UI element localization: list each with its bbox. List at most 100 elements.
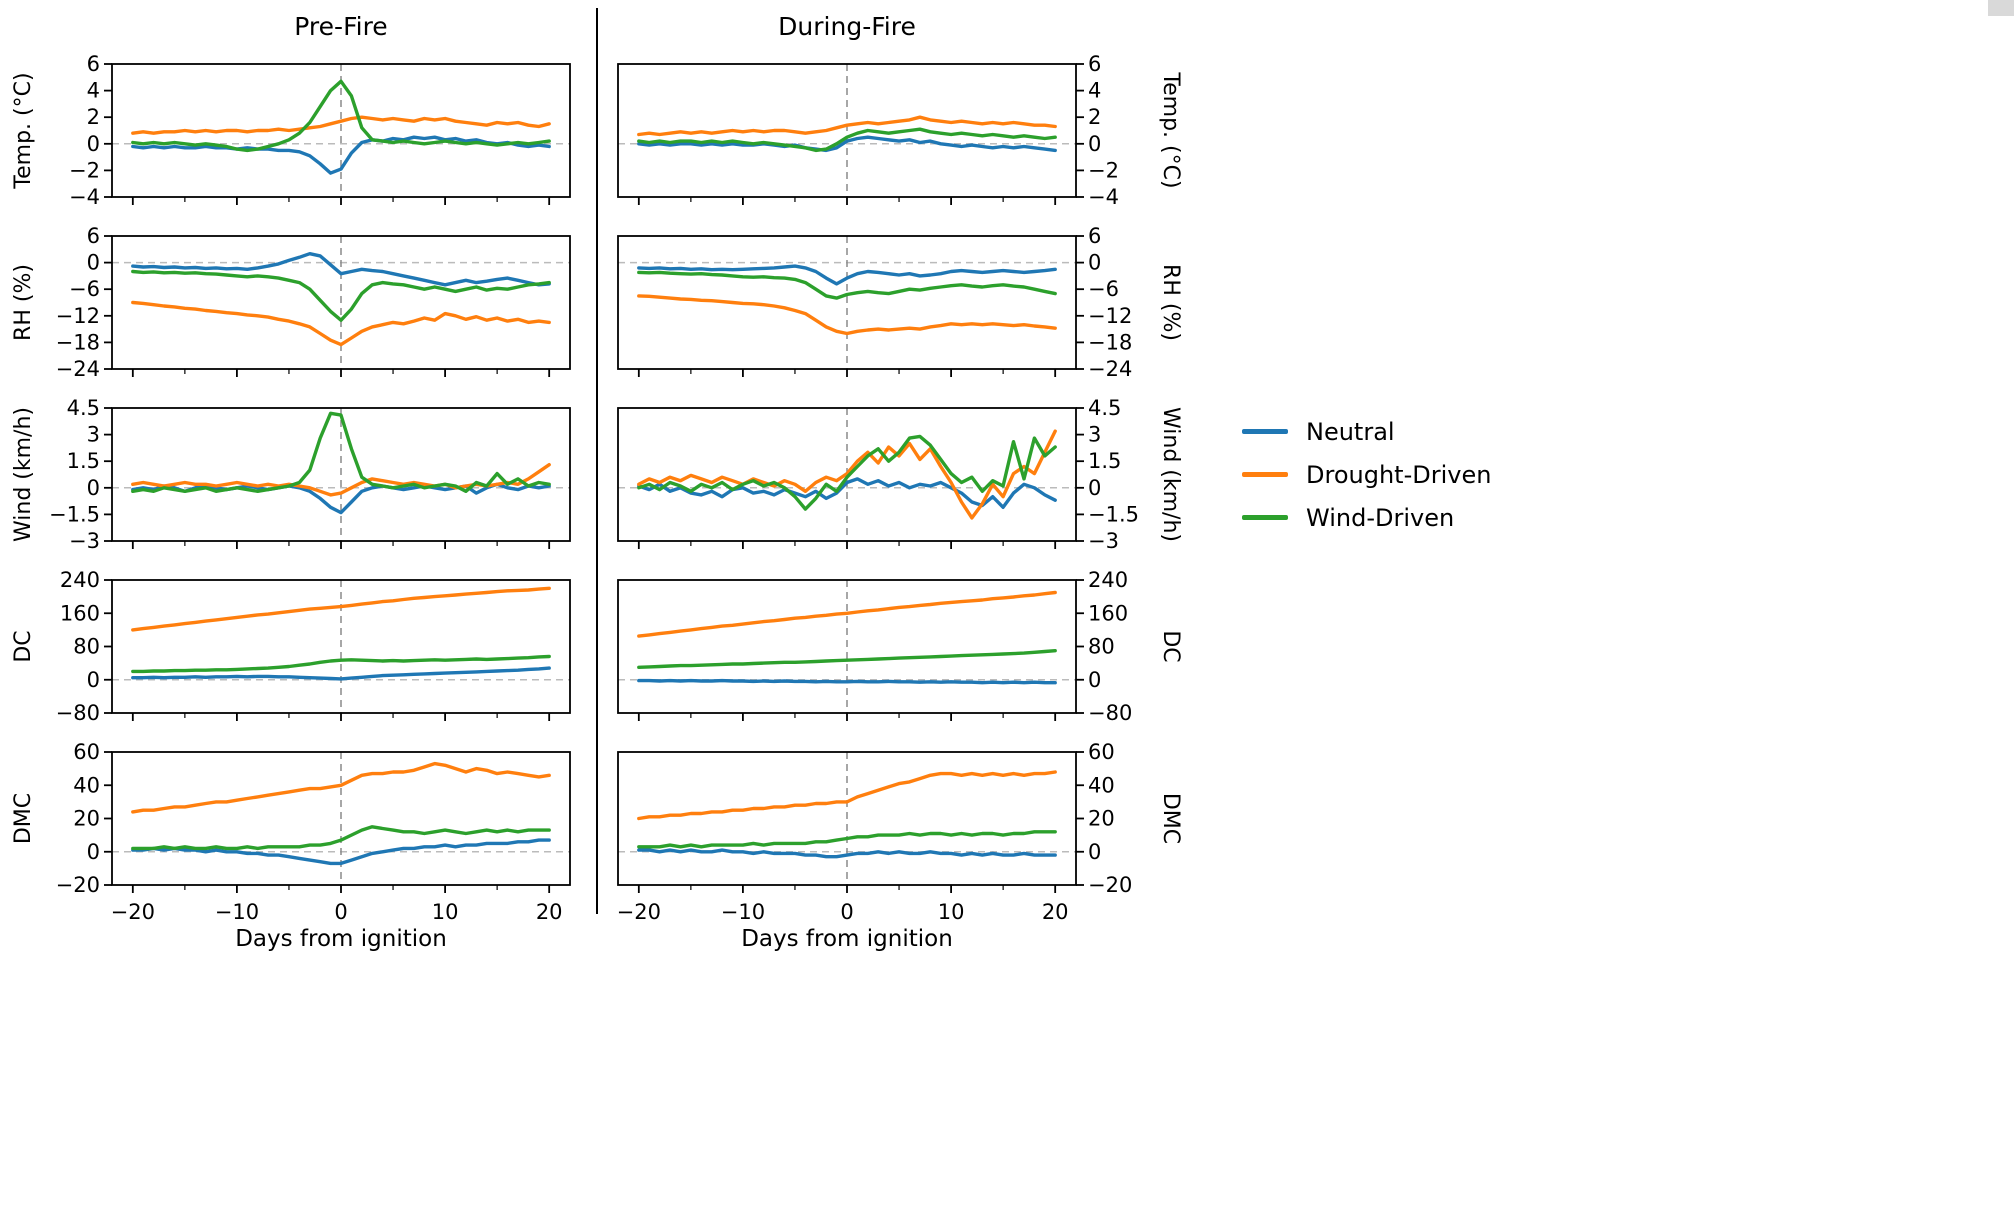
subplot-during_fire-wind: −3 −1.50 1.53 4.5 — [617, 396, 1139, 553]
y-tick-label: 0 — [87, 840, 100, 864]
subplot-pre_fire-rh: −24 −18−12 −60 6 — [56, 224, 571, 381]
series-line-neutral — [131, 666, 551, 681]
y-tick-label: −12 — [56, 304, 100, 328]
y-tick-label: 6 — [1088, 224, 1101, 248]
series-line-neutral — [131, 135, 551, 175]
x-tick-label: 0 — [334, 900, 347, 924]
y-tick-label: 40 — [1088, 773, 1115, 797]
series-line-wind_driven — [131, 79, 551, 153]
series-line-drought_driven — [131, 761, 551, 814]
y-tick-label: −12 — [1088, 304, 1132, 328]
x-tick-label: −10 — [721, 900, 765, 924]
y-tick-label: −1.5 — [1088, 502, 1139, 526]
y-tick-label: 0 — [1088, 476, 1101, 500]
legend-line-wind-driven — [1242, 515, 1288, 520]
y-tick-label: 0 — [1088, 132, 1101, 156]
y-tick-label: 4.5 — [1088, 396, 1121, 420]
y-axis-label-right-temp: Temp. (°C) — [1158, 71, 1183, 188]
y-tick-label: −2 — [69, 158, 100, 182]
x-tick-label: −20 — [111, 900, 155, 924]
series-line-neutral — [637, 477, 1057, 509]
series-line-drought_driven — [131, 586, 551, 632]
subplot-pre_fire-wind: −3 −1.50 1.53 4.5 — [49, 396, 571, 553]
y-tick-label: 80 — [73, 635, 100, 659]
series-line-neutral — [637, 678, 1057, 685]
y-axis-label-left-dc: DC — [11, 630, 36, 662]
y-tick-label: 240 — [1088, 568, 1128, 592]
y-axis-label-left-rh: RH (%) — [11, 264, 36, 341]
x-tick-label: 20 — [1042, 900, 1069, 924]
x-tick-label: 10 — [432, 900, 459, 924]
y-tick-label: 3 — [87, 423, 100, 447]
y-tick-label: 0 — [87, 132, 100, 156]
y-tick-label: −24 — [56, 357, 100, 381]
subplot-pre_fire-dc: −80 0 80 160 240 — [56, 568, 571, 725]
y-tick-label: −6 — [69, 277, 100, 301]
series-line-wind_driven — [637, 830, 1057, 849]
y-tick-label: 0 — [87, 251, 100, 275]
legend-item-wind-driven: Wind-Driven — [1242, 496, 1491, 539]
series-line-neutral — [637, 135, 1057, 153]
x-axis-label-pre-fire: Days from ignition — [235, 926, 447, 952]
y-tick-label: 6 — [87, 52, 100, 76]
y-tick-label: 80 — [1088, 635, 1115, 659]
y-tick-label: 0 — [1088, 251, 1101, 275]
series-line-wind_driven — [637, 434, 1057, 511]
legend-label-drought-driven: Drought-Driven — [1306, 460, 1492, 489]
y-tick-label: 240 — [60, 568, 100, 592]
legend-item-neutral: Neutral — [1242, 410, 1491, 453]
y-tick-label: 20 — [1088, 807, 1115, 831]
y-tick-label: −4 — [69, 185, 100, 209]
series-line-neutral — [637, 848, 1057, 859]
series-line-neutral — [637, 264, 1057, 286]
y-tick-label: 0 — [87, 476, 100, 500]
y-tick-label: −80 — [56, 701, 100, 725]
y-axis-label-left-temp: Temp. (°C) — [11, 72, 36, 189]
y-tick-label: −80 — [1088, 701, 1132, 725]
y-tick-label: 60 — [1088, 740, 1115, 764]
y-axis-label-right-dmc: DMC — [1158, 793, 1183, 844]
x-axis-label-during-fire: Days from ignition — [741, 926, 953, 952]
y-axis-label-right-rh: RH (%) — [1158, 264, 1183, 341]
column-separator — [596, 8, 598, 914]
y-tick-label: 4 — [1088, 79, 1101, 103]
y-tick-label: −1.5 — [49, 502, 100, 526]
y-tick-label: −18 — [56, 330, 100, 354]
y-tick-label: 1.5 — [1088, 449, 1121, 473]
y-tick-label: 0 — [1088, 840, 1101, 864]
subplot-during_fire-temp: −4 −20 24 6 — [617, 52, 1119, 209]
y-tick-label: 6 — [87, 224, 100, 248]
y-tick-label: 2 — [1088, 105, 1101, 129]
x-tick-label: −10 — [215, 900, 259, 924]
y-tick-label: 20 — [73, 807, 100, 831]
y-tick-label: 3 — [1088, 423, 1101, 447]
column-title-pre-fire: Pre-Fire — [294, 12, 388, 41]
legend-item-drought-driven: Drought-Driven — [1242, 453, 1491, 496]
series-line-drought_driven — [131, 300, 551, 347]
x-tick-label: 20 — [536, 900, 563, 924]
y-axis-label-left-wind: Wind (km/h) — [11, 407, 36, 542]
series-line-wind_driven — [637, 649, 1057, 669]
y-tick-label: 60 — [73, 740, 100, 764]
series-line-wind_driven — [131, 411, 551, 493]
series-line-wind_driven — [131, 654, 551, 674]
y-tick-label: −6 — [1088, 277, 1119, 301]
y-tick-label: −4 — [1088, 185, 1119, 209]
y-tick-label: 160 — [60, 601, 100, 625]
y-tick-label: 6 — [1088, 52, 1101, 76]
series-line-drought_driven — [637, 590, 1057, 638]
series-line-neutral — [131, 251, 551, 287]
y-tick-label: −18 — [1088, 330, 1132, 354]
y-tick-label: 0 — [87, 668, 100, 692]
y-tick-label: 2 — [87, 105, 100, 129]
series-line-wind_driven — [131, 269, 551, 322]
subplot-pre_fire-temp: −4 −20 24 6 — [69, 52, 571, 209]
legend-label-neutral: Neutral — [1306, 417, 1395, 446]
column-title-during-fire: During-Fire — [778, 12, 916, 41]
y-axis-label-left-dmc: DMC — [11, 793, 36, 844]
y-tick-label: −24 — [1088, 357, 1132, 381]
series-line-wind_driven — [131, 825, 551, 851]
subplot-during_fire-rh: −24 −18−12 −60 6 — [617, 224, 1132, 381]
screenshot-corner-artifact — [1988, 0, 2014, 16]
